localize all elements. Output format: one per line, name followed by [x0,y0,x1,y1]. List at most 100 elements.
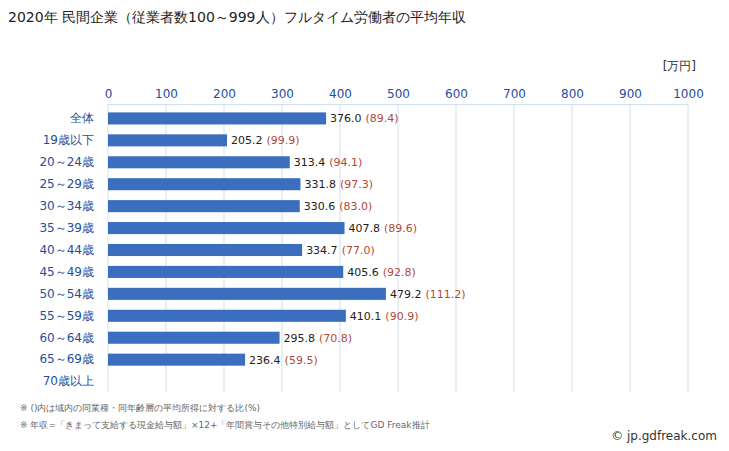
category-label: 65～69歳 [39,352,94,366]
bar [108,222,345,234]
tick: 全体 [70,111,94,125]
data-label: 479.2 [390,288,422,301]
tick: 500 [387,87,410,104]
bar [108,112,326,124]
tick: 50～54歳 [39,287,94,301]
ratio-label: (90.9) [385,310,418,323]
tick: 400 [329,87,352,104]
data-label: 410.1 [350,310,382,323]
grid-line [572,104,573,392]
data-label: 236.4 [249,354,281,367]
ratio-label: (59.5) [285,354,318,367]
note: ※ 年収=「きまって支給する現金給与額」×12+「年間賞与その他特別給与額」とし… [20,420,430,430]
ratio-label: (77.0) [342,244,375,257]
grid-line [514,104,515,392]
category-label: 20～24歳 [39,155,94,169]
tick: 20～24歳 [39,155,94,169]
ratio-label: (89.4) [366,112,399,125]
data-label: 407.8 [349,222,381,235]
bar [108,332,280,344]
bars [108,112,386,365]
category-label: 45～49歳 [39,265,94,279]
data-labels: 376.0(89.4)205.2(99.9)313.4(94.1)331.8(9… [231,112,465,366]
grid-line [340,104,341,392]
credit: © jp.gdfreak.com [611,429,717,443]
bar [108,288,386,300]
category-label: 70歳以上 [43,374,94,388]
category-label: 19歳以下 [43,133,94,147]
tick: 40～44歳 [39,243,94,257]
axis-line [109,104,689,105]
tick: 70歳以上 [43,374,94,388]
tick: 45～49歳 [39,265,94,279]
tick: 700 [503,87,526,104]
bar [108,244,302,256]
bar [108,178,300,190]
bar [108,310,346,322]
category-label: 25～29歳 [39,177,94,191]
tick-label: 900 [619,87,642,101]
x-axis: 0 100 200 300 400 500 600 700 800 900 1000 [105,87,704,105]
tick-label: 200 [213,87,236,101]
tick-label: 700 [503,87,526,101]
data-label: 334.7 [306,244,338,257]
data-label: 405.6 [347,266,379,279]
tick: 55～59歳 [39,309,94,323]
grid-line [688,104,689,392]
grid [108,104,688,392]
ratio-label: (89.6) [384,222,417,235]
tick: 65～69歳 [39,352,94,366]
chart: 2020年 民間企業（従業者数100～999人）フルタイム労働者の平均年収 [万円… [0,0,729,451]
tick: 300 [271,87,294,104]
category-label: 55～59歳 [39,309,94,323]
ratio-label: (97.3) [340,178,373,191]
note: ※ ()内は域内の同業種・同年齢層の平均所得に対する比(%) [20,403,260,413]
tick: 60～64歳 [39,331,94,345]
data-label: 376.0 [330,112,362,125]
ratio-label: (111.2) [425,288,465,301]
tick: 600 [445,87,468,104]
tick-label: 400 [329,87,352,101]
tick-label: 300 [271,87,294,101]
tick-label: 0 [105,87,113,101]
tick: 25～29歳 [39,177,94,191]
tick-label: 500 [387,87,410,101]
category-label: 30～34歳 [39,199,94,213]
tick: 100 [155,87,178,104]
tick: 1000 [673,87,704,104]
tick-label: 800 [561,87,584,101]
ratio-label: (83.0) [339,200,372,213]
data-label: 313.4 [294,156,326,169]
tick: 900 [619,87,642,104]
bar [108,354,245,366]
category-label: 40～44歳 [39,243,94,257]
tick: 0 [105,87,113,104]
grid-line [630,104,631,392]
category-label: 50～54歳 [39,287,94,301]
category-label: 全体 [70,111,94,125]
tick: 30～34歳 [39,199,94,213]
category-label: 35～39歳 [39,221,94,235]
y-axis: 全体 19歳以下 20～24歳 25～29歳 30～34歳 35～39歳 40～44歳 45～… [39,111,94,388]
data-label: 330.6 [304,200,336,213]
tick-label: 1000 [673,87,704,101]
ratio-label: (99.9) [267,134,300,147]
tick: 800 [561,87,584,104]
title: 2020年 民間企業（従業者数100～999人）フルタイム労働者の平均年収 [8,9,466,25]
category-label: 60～64歳 [39,331,94,345]
data-label: 205.2 [231,134,262,147]
bar [108,266,343,278]
ratio-label: (70.8) [319,332,352,345]
grid-line [398,104,399,392]
tick: 35～39歳 [39,221,94,235]
bar [108,134,227,146]
bar [108,200,300,212]
ratio-label: (94.1) [329,156,362,169]
tick: 19歳以下 [43,133,94,147]
tick-label: 100 [155,87,178,101]
tick-label: 600 [445,87,468,101]
axis-unit: [万円] [663,59,696,73]
ratio-label: (92.8) [383,266,416,279]
tick: 200 [213,87,236,104]
grid-line [456,104,457,392]
